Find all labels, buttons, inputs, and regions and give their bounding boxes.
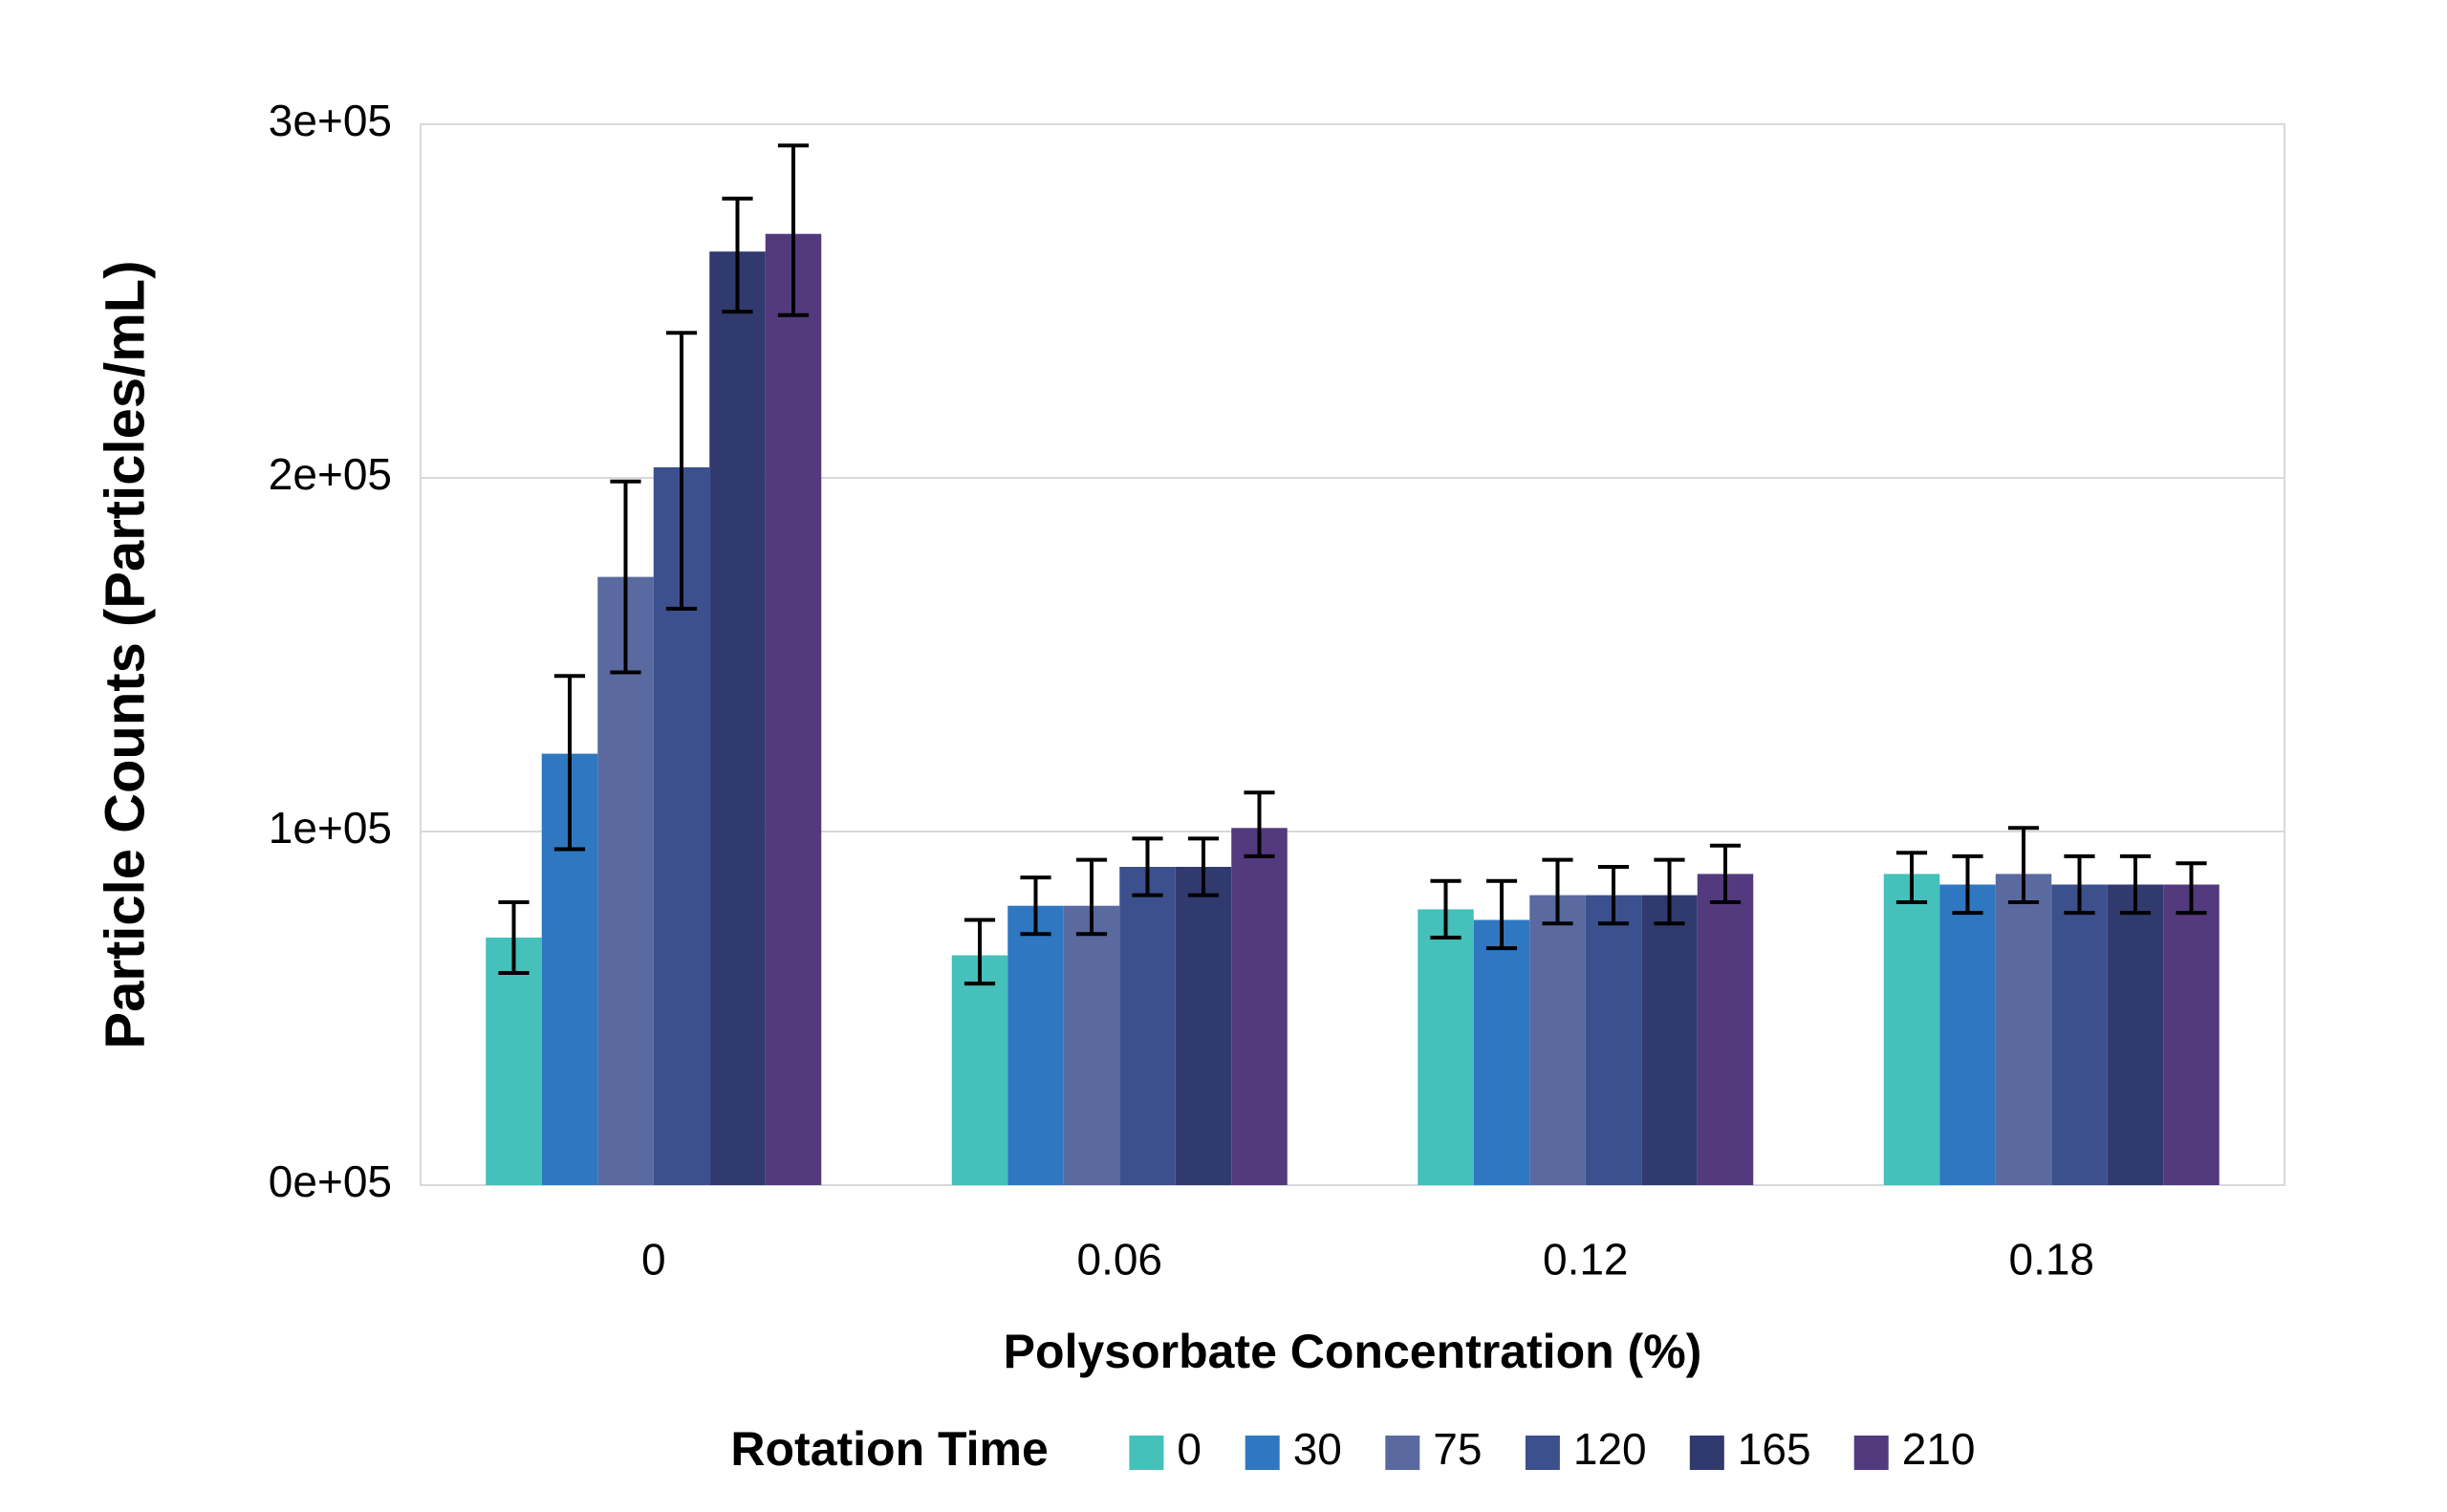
legend-label: 30 bbox=[1293, 1424, 1342, 1474]
bar bbox=[1064, 906, 1120, 1185]
x-tick-label: 0.18 bbox=[2008, 1235, 2094, 1285]
legend-label: 75 bbox=[1433, 1424, 1482, 1474]
legend-label: 120 bbox=[1573, 1424, 1647, 1474]
bar bbox=[1474, 920, 1530, 1186]
bar bbox=[1007, 906, 1064, 1185]
bar bbox=[1698, 874, 1754, 1185]
bar bbox=[952, 956, 1008, 1186]
bar bbox=[1176, 867, 1232, 1185]
x-tick-label: 0.06 bbox=[1076, 1235, 1162, 1285]
bar bbox=[2108, 885, 2164, 1186]
y-axis-title: Particle Counts (Particles/mL) bbox=[94, 260, 156, 1048]
legend-label: 210 bbox=[1902, 1424, 1976, 1474]
y-tick-label: 0e+05 bbox=[269, 1156, 392, 1206]
bar bbox=[2163, 885, 2220, 1186]
x-tick-label: 0 bbox=[641, 1235, 666, 1285]
bar bbox=[1586, 896, 1642, 1185]
legend-swatch bbox=[1129, 1436, 1163, 1470]
legend-label: 165 bbox=[1738, 1424, 1811, 1474]
particle-count-chart: 0e+05 1e+05 2e+05 3e+05 Particle Counts (Par… bbox=[0, 0, 2447, 1512]
legend-title: Rotation Time bbox=[730, 1422, 1048, 1476]
bar bbox=[1939, 885, 1996, 1186]
legend-swatch bbox=[1690, 1436, 1724, 1470]
bar bbox=[1418, 909, 1474, 1185]
y-tick-label: 1e+05 bbox=[269, 803, 392, 853]
legend-label: 0 bbox=[1177, 1424, 1202, 1474]
x-axis-title: Polysorbate Concentration (%) bbox=[1004, 1325, 1702, 1378]
legend-swatch bbox=[1854, 1436, 1889, 1470]
x-tick-label: 0.12 bbox=[1543, 1235, 1629, 1285]
y-tick-label: 3e+05 bbox=[269, 96, 392, 145]
bar bbox=[1529, 896, 1586, 1185]
bar bbox=[1641, 896, 1698, 1185]
bar bbox=[709, 251, 766, 1185]
bar bbox=[1884, 874, 1940, 1185]
y-tick-label: 2e+05 bbox=[269, 449, 392, 499]
legend-swatch bbox=[1385, 1436, 1419, 1470]
legend-swatch bbox=[1526, 1436, 1560, 1470]
bar bbox=[1119, 867, 1176, 1185]
chart-svg: 0e+05 1e+05 2e+05 3e+05 Particle Counts (Par… bbox=[0, 0, 2447, 1512]
bar bbox=[766, 234, 822, 1185]
bar bbox=[1996, 874, 2052, 1185]
legend-swatch bbox=[1245, 1436, 1280, 1470]
bar bbox=[2051, 885, 2108, 1186]
bar bbox=[1231, 828, 1288, 1185]
